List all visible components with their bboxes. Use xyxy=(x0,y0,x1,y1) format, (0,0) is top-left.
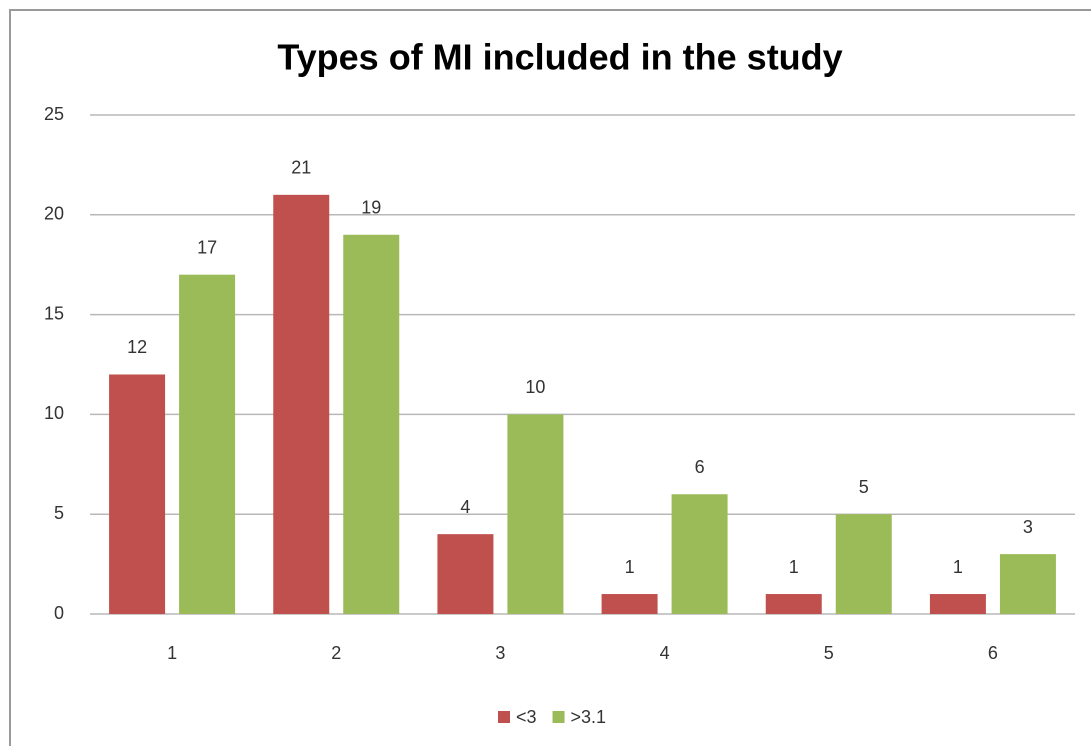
legend-label: <3 xyxy=(516,707,537,727)
data-label: 10 xyxy=(525,377,545,397)
chart-frame xyxy=(9,9,1091,751)
data-label: 1 xyxy=(789,557,799,577)
data-label: 17 xyxy=(197,237,217,257)
data-label: 12 xyxy=(127,337,147,357)
bar xyxy=(835,514,892,614)
bar xyxy=(929,594,986,614)
y-tick-label: 5 xyxy=(54,503,64,523)
bar xyxy=(273,194,330,614)
bar xyxy=(437,534,494,614)
data-label: 6 xyxy=(695,457,705,477)
data-label: 1 xyxy=(625,557,635,577)
data-label: 1 xyxy=(953,557,963,577)
data-label: 4 xyxy=(460,497,470,517)
y-tick-label: 0 xyxy=(54,603,64,623)
bar xyxy=(507,414,564,614)
chart-title: Types of MI included in the study xyxy=(277,37,842,78)
legend-swatch xyxy=(552,711,565,723)
bar xyxy=(343,234,400,614)
bar xyxy=(109,374,166,614)
x-tick-label: 3 xyxy=(495,643,505,663)
x-tick-label: 2 xyxy=(331,643,341,663)
x-tick-label: 5 xyxy=(824,643,834,663)
data-label: 19 xyxy=(361,198,381,218)
x-tick-label: 6 xyxy=(988,643,998,663)
data-label: 3 xyxy=(1023,517,1033,537)
y-tick-label: 20 xyxy=(44,204,64,224)
bar xyxy=(765,594,822,614)
data-label: 5 xyxy=(859,477,869,497)
bar xyxy=(671,494,728,614)
y-tick-label: 25 xyxy=(44,104,64,124)
y-tick-label: 10 xyxy=(44,403,64,423)
bar xyxy=(601,594,658,614)
x-tick-label: 1 xyxy=(167,643,177,663)
legend-swatch xyxy=(498,711,510,723)
legend-label: >3.1 xyxy=(571,707,607,727)
x-tick-label: 4 xyxy=(660,643,670,663)
bar xyxy=(179,274,236,614)
y-tick-label: 15 xyxy=(44,303,64,323)
bar xyxy=(999,554,1056,614)
data-label: 21 xyxy=(291,158,311,178)
